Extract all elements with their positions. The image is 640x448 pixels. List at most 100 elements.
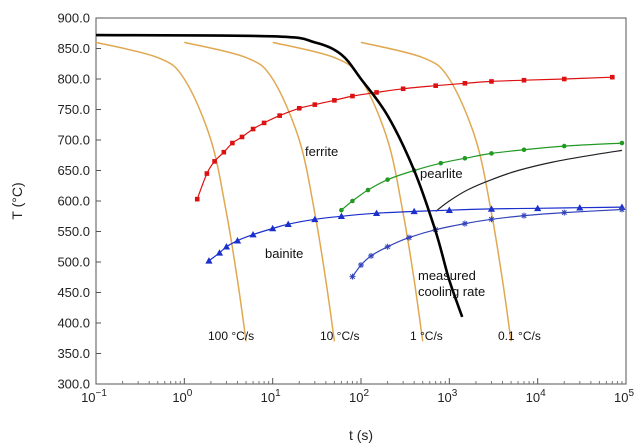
pearlite-start-marker xyxy=(489,151,494,156)
x-tick-label: 101 xyxy=(261,388,281,405)
bainite-start-line xyxy=(208,206,623,262)
cooling-rate-label: 10 °C/s xyxy=(320,329,359,343)
y-tick-label: 850.0 xyxy=(57,41,90,56)
x-tick-label: 100 xyxy=(172,388,192,405)
bainite-end-marker xyxy=(520,212,527,219)
ferrite-marker xyxy=(433,83,438,89)
measured-label-line2: cooling rate xyxy=(418,284,485,299)
pearlite-label: pearlite xyxy=(420,166,463,181)
bainite-end-marker xyxy=(384,243,391,250)
y-tick-label: 650.0 xyxy=(57,163,90,178)
cooling-curve xyxy=(184,41,336,342)
x-axis-title: t (s) xyxy=(349,427,373,443)
bainite-start-marker xyxy=(215,249,224,256)
pearlite-start-marker xyxy=(462,156,468,161)
ferrite-marker xyxy=(332,98,337,103)
bainite-end-marker xyxy=(461,220,468,227)
ferrite-marker xyxy=(277,113,282,118)
bainite-start-marker xyxy=(337,212,346,220)
bainite-label: bainite xyxy=(265,246,303,261)
x-tick-label: 105 xyxy=(614,388,634,405)
ferrite-marker xyxy=(194,196,200,202)
bainite-start-marker xyxy=(284,220,292,227)
pearlite-start-marker xyxy=(339,207,344,213)
ferrite-marker xyxy=(250,126,256,132)
y-tick-label: 750.0 xyxy=(57,102,90,117)
ferrite-marker xyxy=(610,74,615,80)
x-tick-label: 103 xyxy=(437,388,457,405)
y-tick-label: 600.0 xyxy=(57,194,90,209)
y-tick-label: 800.0 xyxy=(57,72,90,87)
ferrite-marker xyxy=(462,80,468,86)
bainite-start-marker xyxy=(487,205,496,212)
pearlite-start-marker xyxy=(561,143,567,149)
y-tick-label: 700.0 xyxy=(57,133,90,148)
bainite-start-marker xyxy=(410,207,418,215)
bainite-start-marker xyxy=(249,230,257,238)
ferrite-marker xyxy=(374,90,379,95)
ferrite-marker xyxy=(204,171,210,176)
ferrite-marker xyxy=(350,93,355,99)
bainite-end-marker xyxy=(349,273,356,280)
x-tick-label: 102 xyxy=(349,388,369,405)
y-axis-title: T (°C) xyxy=(9,182,25,219)
plot-series xyxy=(95,33,626,342)
y-tick-label: 500.0 xyxy=(57,255,90,270)
bainite-end-line xyxy=(351,208,623,277)
bainite-start-marker xyxy=(534,204,542,212)
ferrite-marker xyxy=(561,76,567,82)
ferrite-marker xyxy=(230,140,235,146)
bainite-end-marker xyxy=(358,262,364,269)
bainite-end-marker xyxy=(561,209,568,216)
ferrite-label: ferrite xyxy=(305,144,338,159)
x-axis: 10−1 100 101 102 103 104 105 xyxy=(81,378,634,405)
bainite-start-marker xyxy=(372,209,381,216)
pearlite-start-marker xyxy=(385,177,390,182)
y-tick-label: 900.0 xyxy=(57,11,90,26)
cooling-rate-label: 100 °C/s xyxy=(208,329,254,343)
pearlite-start-marker xyxy=(619,140,625,146)
y-tick-label: 450.0 xyxy=(57,285,90,300)
ferrite-marker xyxy=(239,134,245,140)
ferrite-line xyxy=(196,76,613,200)
ferrite-marker xyxy=(261,120,267,126)
bainite-start-marker xyxy=(233,237,242,244)
bainite-start-marker xyxy=(269,224,277,232)
bainite-end-marker xyxy=(368,252,375,259)
cooling-curve xyxy=(95,41,247,342)
bainite-end-marker xyxy=(406,234,413,241)
pearlite-start-marker xyxy=(365,187,371,193)
ferrite-marker xyxy=(221,149,227,155)
measured-cooling-line xyxy=(95,33,464,318)
bainite-start-marker xyxy=(445,206,453,213)
y-tick-label: 400.0 xyxy=(57,316,90,331)
ferrite-marker xyxy=(489,79,494,84)
bainite-start-marker xyxy=(576,204,584,211)
measured-label-line1: measured xyxy=(418,268,476,283)
cooling-curve xyxy=(360,41,512,342)
ferrite-marker xyxy=(212,159,217,164)
y-tick-label: 300.0 xyxy=(57,377,90,392)
bainite-end-marker xyxy=(488,216,495,223)
bainite-start-marker xyxy=(222,243,231,250)
plot-frame xyxy=(95,17,627,385)
bainite-start-marker xyxy=(205,257,213,264)
x-tick-label: 10−1 xyxy=(81,388,107,405)
cooling-rate-label: 1 °C/s xyxy=(410,329,443,343)
pearlite-end-line xyxy=(435,149,623,212)
x-tick-label: 104 xyxy=(526,388,546,405)
y-axis: 300.0 350.0 400.0 450.0 500.0 550.0 600.0 650.0… xyxy=(57,11,101,392)
pearlite-start-marker xyxy=(350,198,355,204)
ferrite-marker xyxy=(296,105,302,111)
bainite-start-marker xyxy=(311,215,319,223)
pearlite-start-marker xyxy=(438,160,444,166)
bainite-end-marker xyxy=(618,206,625,213)
pearlite-start-marker xyxy=(521,147,527,153)
ferrite-marker xyxy=(400,86,406,92)
y-tick-label: 350.0 xyxy=(57,346,90,361)
ferrite-marker xyxy=(312,102,318,107)
cooling-curve xyxy=(272,41,424,342)
pearlite-start-line xyxy=(341,142,623,211)
